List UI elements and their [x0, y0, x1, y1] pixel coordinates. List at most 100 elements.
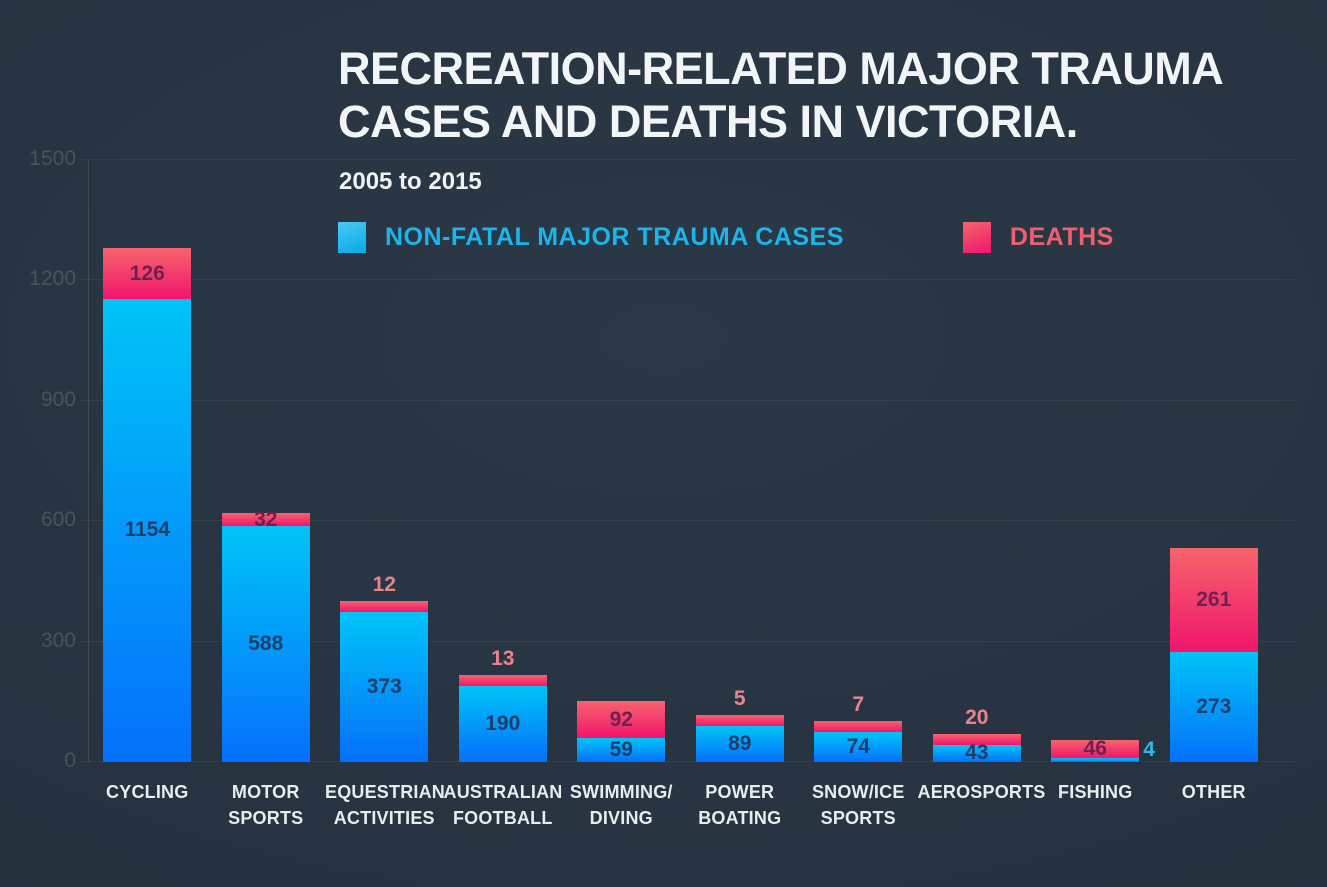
bar-segment-deaths: 46: [1051, 736, 1140, 760]
x-axis-category-label-line: MOTOR: [231, 782, 300, 802]
legend-swatch-cases: [338, 221, 366, 253]
deaths-value-label: 13: [491, 646, 515, 670]
deaths-value-label: 261: [1196, 588, 1232, 612]
stacked-bar: 46 4: [1051, 736, 1155, 762]
gridline-300: [80, 640, 1295, 642]
bar-segment-cases: 43: [932, 741, 1021, 765]
bar-segment-deaths: 126: [103, 248, 192, 299]
stacked-bar: 32 588: [221, 507, 310, 762]
deaths-value-label: 46: [1083, 736, 1107, 760]
bar-segment-cases: 74: [814, 732, 903, 762]
x-axis-category-label: MOTOR SPORTS: [207, 779, 326, 831]
bar-segment-deaths: [814, 721, 903, 733]
bar-slot-aerosports: 43 20 AEROSPORTS: [918, 160, 1046, 802]
legend-label-cases: NON-FATAL MAJOR TRAUMA CASES: [385, 222, 844, 251]
bar-segment-cases: [1051, 758, 1140, 762]
gridline-600: [80, 520, 1295, 522]
x-axis-category-label-line: SPORTS: [820, 808, 896, 828]
cases-value-label: 74: [846, 735, 870, 759]
chart-subtitle: 2005 to 2015: [339, 168, 482, 195]
bar-slot-power-boating: 89 5 POWER BOATING: [681, 160, 800, 828]
gridline-900: [80, 399, 1295, 401]
bar-slot-cycling: 126 1154 CYCLING: [88, 160, 207, 802]
x-axis-category-label-line: BOATING: [698, 808, 782, 828]
deaths-value-label: 92: [609, 707, 633, 731]
stacked-bar: 92 59: [577, 701, 666, 762]
x-axis-category-label: EQUESTRIAN ACTIVITIES: [325, 779, 446, 831]
x-axis-category-label: POWER BOATING: [681, 779, 800, 831]
bar-segment-cases: 190: [458, 685, 547, 762]
y-axis-tick-label: 300: [40, 628, 76, 652]
x-axis-category-label-line: SWIMMING/: [569, 782, 673, 802]
y-axis-tick-label: 600: [40, 508, 76, 532]
stacked-bar: 190: [458, 674, 547, 762]
chart-title: RECREATION-RELATED MAJOR TRAUMA CASES AN…: [338, 42, 1224, 148]
legend: NON-FATAL MAJOR TRAUMA CASES DEATHS: [338, 221, 1114, 253]
x-axis-category-label: FISHING: [1036, 779, 1155, 805]
x-axis-category-label-line: EQUESTRIAN: [325, 782, 446, 802]
cases-value-label: 43: [965, 741, 989, 765]
stacked-bar: 373: [340, 601, 429, 762]
deaths-value-label: 32: [254, 507, 278, 531]
stacked-bar: 89: [695, 715, 784, 762]
bar-slot-motor-sports: 32 588 MOTOR SPORTS: [207, 160, 326, 828]
legend-swatch-deaths: [962, 221, 991, 253]
cases-value-label: 588: [248, 632, 284, 656]
deaths-value-label: 5: [733, 687, 746, 711]
bar-segment-deaths: 32: [221, 507, 310, 531]
x-axis-category-label-line: POWER: [705, 782, 775, 802]
gridline-1500: [80, 159, 1295, 160]
cases-value-label: 273: [1196, 695, 1232, 719]
x-axis-category-label-line: SNOW/ICE: [811, 782, 905, 802]
y-axis-tick-label: 0: [64, 749, 76, 772]
y-axis-tick-label: 900: [40, 387, 76, 411]
x-axis-category-label-line: FISHING: [1058, 782, 1133, 802]
bar-slot-swimming-diving: 92 59 SWIMMING/DIVING: [562, 160, 681, 828]
bar-segment-cases: 1154: [103, 298, 192, 762]
bar-segment-cases: 59: [577, 738, 666, 762]
x-axis-category-label-line: SPORTS: [228, 808, 304, 828]
bar-segment-deaths: [458, 674, 547, 686]
x-axis-category-label: AEROSPORTS: [918, 779, 1046, 805]
chart-title-line2: CASES AND DEATHS IN VICTORIA.: [338, 96, 1078, 147]
bar-slot-snow-ice-sports: 74 7 SNOW/ICE SPORTS: [799, 160, 918, 828]
x-axis-category-label-line: CYCLING: [106, 782, 189, 802]
cases-value-label: 89: [728, 732, 752, 756]
deaths-value-label: 7: [852, 693, 865, 717]
bar-segment-deaths: [695, 715, 784, 727]
x-axis-category-label: CYCLING: [88, 779, 207, 805]
x-axis-category-label-line: DIVING: [589, 808, 653, 828]
x-axis-category-label: OTHER: [1155, 779, 1274, 805]
bar-chart-plot-area: 0 300 600 900 1200 1500 126 1154 CYCLING 32 588 MOT…: [29, 147, 1295, 828]
bar-segment-deaths: [340, 601, 429, 613]
x-axis-category-label-line: OTHER: [1181, 782, 1246, 802]
bar-slot-fishing: 46 4 FISHING: [1036, 160, 1155, 802]
bar-segment-cases: 373: [340, 612, 429, 762]
x-axis-category-label-line: AUSTRALIAN: [443, 782, 563, 802]
bar-segment-cases: 588: [221, 526, 310, 762]
stacked-bar: 43: [932, 733, 1021, 765]
deaths-value-label: 12: [372, 573, 396, 597]
stacked-bar: 74: [814, 721, 903, 762]
deaths-value-label: 126: [129, 261, 165, 285]
stacked-bar: 126 1154: [103, 248, 192, 762]
x-axis-category-label-line: ACTIVITIES: [333, 808, 435, 828]
bar-segment-deaths: 261: [1169, 547, 1258, 653]
x-axis-category-label: SNOW/ICE SPORTS: [799, 779, 918, 831]
cases-value-label: 190: [485, 711, 521, 735]
deaths-value-label: 20: [965, 705, 989, 729]
gridline-0: [80, 761, 1295, 762]
bar-slot-other: 261 273 OTHER: [1155, 160, 1274, 802]
chart-title-line1: RECREATION-RELATED MAJOR TRAUMA: [338, 43, 1224, 94]
y-axis-line: [88, 160, 89, 762]
cases-value-label: 1154: [124, 518, 171, 542]
legend-label-deaths: DEATHS: [1009, 222, 1114, 251]
x-axis-category-label: SWIMMING/DIVING: [562, 779, 681, 831]
x-axis-category-label: AUSTRALIAN FOOTBALL: [444, 779, 563, 831]
cases-value-label: 4: [1143, 738, 1155, 761]
bar-slot-australian-football: 190 13 AUSTRALIAN FOOTBALL: [444, 160, 563, 828]
bar-segment-cases: 89: [695, 726, 784, 762]
cases-value-label: 59: [609, 738, 633, 762]
cases-value-label: 373: [366, 675, 402, 699]
